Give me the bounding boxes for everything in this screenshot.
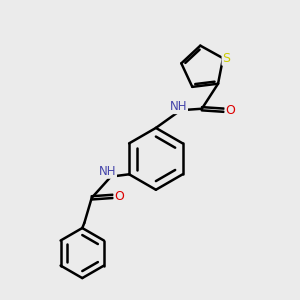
Text: O: O: [226, 104, 236, 117]
Text: S: S: [223, 52, 230, 65]
Text: O: O: [115, 190, 124, 203]
Text: NH: NH: [169, 100, 187, 113]
Text: NH: NH: [99, 165, 116, 178]
